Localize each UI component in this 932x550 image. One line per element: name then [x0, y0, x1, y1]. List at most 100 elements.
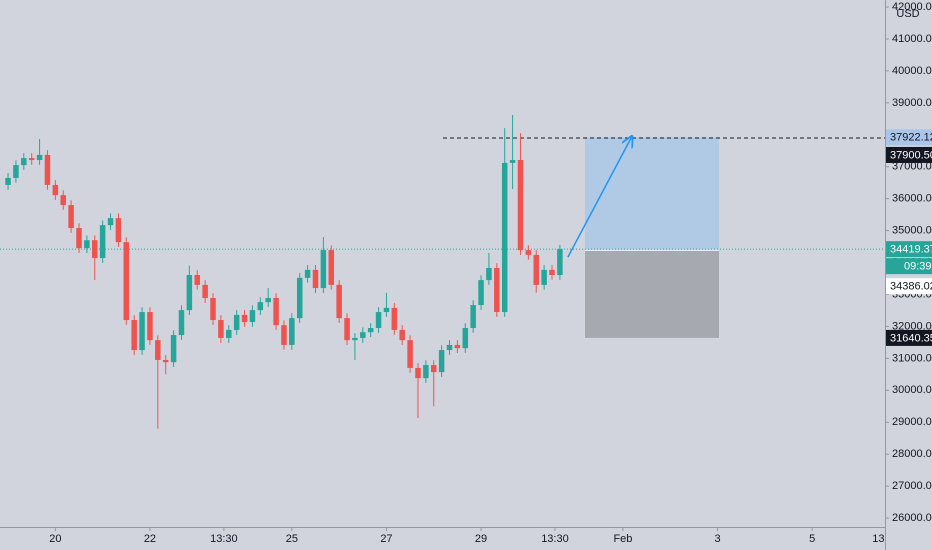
candle-body: [131, 320, 137, 351]
candle-body: [218, 320, 224, 338]
candle-body: [281, 325, 287, 345]
stop-zone: [585, 250, 719, 338]
y-tick-label: 31000.00: [892, 352, 932, 364]
price-label: 37922.12: [890, 132, 932, 144]
price-label-bg: [886, 241, 932, 258]
x-tick-label: 3: [714, 533, 720, 545]
candle-body: [289, 318, 295, 345]
x-tick-label: 22: [144, 533, 156, 545]
x-tick-label: 29: [475, 533, 487, 545]
plot-area: [0, 114, 885, 429]
candle-body: [92, 240, 98, 259]
price-label: 34419.37: [890, 244, 932, 256]
candle-body: [533, 254, 539, 285]
y-tick-label: 29000.00: [892, 416, 932, 428]
candle-body: [541, 269, 547, 285]
x-tick-label: 13:30: [872, 533, 900, 545]
candle-body: [194, 274, 200, 285]
candle-body: [5, 177, 11, 185]
candle-body: [391, 307, 398, 330]
y-tick-label: 27000.00: [892, 480, 932, 492]
candle-body: [501, 162, 508, 313]
candle-body: [202, 284, 208, 298]
candle-body: [430, 365, 437, 373]
y-tick-label: 28000.00: [892, 448, 932, 460]
candle-body: [454, 344, 461, 349]
price-label: 34386.02: [890, 281, 932, 293]
x-tick-label: 20: [49, 533, 61, 545]
x-tick-label: Feb: [613, 533, 632, 545]
candle-body: [60, 195, 66, 206]
x-tick-label: 13:30: [541, 533, 569, 545]
y-tick-label: 35000.00: [892, 225, 932, 237]
candle-body: [170, 335, 177, 363]
price-axis: 26000.00 27000.00 28000.00 29000.00 30000.00…: [885, 1, 932, 524]
currency: USD: [896, 8, 919, 20]
candle-body: [470, 305, 476, 329]
candle-body: [486, 267, 492, 281]
candle-body: [304, 269, 311, 278]
candle-body: [273, 297, 279, 326]
candle-body: [383, 307, 390, 313]
y-tick-label: 41000.00: [892, 33, 932, 45]
candle-body: [320, 250, 327, 289]
candle-body: [107, 218, 114, 226]
candle-body: [257, 302, 264, 311]
candle-body: [162, 359, 169, 363]
candle-body: [178, 310, 185, 336]
y-tick-label: 39000.00: [892, 97, 932, 109]
candle-body: [478, 280, 484, 306]
candle-body: [296, 277, 303, 319]
target-zone: [585, 137, 719, 251]
candle-body: [186, 274, 193, 311]
price-label-bg: [886, 329, 932, 346]
candle-body: [68, 205, 74, 229]
candle-body: [139, 312, 145, 351]
candle-body: [84, 240, 90, 249]
time-axis: 20 22 13:30 25 27 29 13:30 Feb 3 5 13:30: [49, 527, 900, 545]
candle-body: [344, 318, 350, 341]
y-tick-label: 40000.00: [892, 65, 932, 77]
candle-body: [44, 154, 51, 185]
price-label-bg: [886, 146, 932, 163]
candle-body: [28, 158, 35, 161]
price-label-bg: [886, 278, 932, 295]
candle-body: [462, 328, 469, 349]
x-tick-label: 5: [809, 533, 815, 545]
y-tick-label: 36000.00: [892, 193, 932, 205]
candle-body: [249, 310, 256, 322]
candle-body: [407, 340, 413, 368]
candle-body: [52, 184, 59, 196]
candle-body: [352, 337, 358, 341]
candle-body: [360, 332, 366, 338]
candle-body: [423, 365, 429, 379]
price-label: 37900.50: [890, 149, 932, 161]
candle-body: [399, 329, 405, 341]
candle-body: [509, 160, 516, 163]
candle-body: [226, 329, 232, 338]
candle-body: [494, 267, 500, 313]
candle-body: [525, 250, 532, 255]
candle-body: [517, 160, 524, 251]
price-label-bg: [886, 129, 932, 146]
candle-body: [115, 218, 122, 243]
candle-body: [155, 340, 161, 360]
candle-body: [549, 269, 555, 275]
candle-body: [415, 367, 421, 379]
candle-body: [446, 344, 453, 351]
countdown: 09:39: [904, 261, 932, 273]
y-tick-label: 32000.00: [892, 320, 932, 332]
candle-body: [21, 158, 27, 166]
candle-body: [36, 154, 43, 161]
price-label: 31640.35: [890, 332, 932, 344]
candle-body: [557, 249, 563, 275]
forecast-arrow: [567, 136, 632, 258]
candle-body: [210, 297, 216, 321]
candle-body: [336, 284, 342, 319]
y-tick-label: 42000.00: [892, 1, 932, 13]
candle-body: [312, 269, 319, 289]
candle-body: [328, 250, 335, 285]
candle-body: [265, 297, 271, 303]
